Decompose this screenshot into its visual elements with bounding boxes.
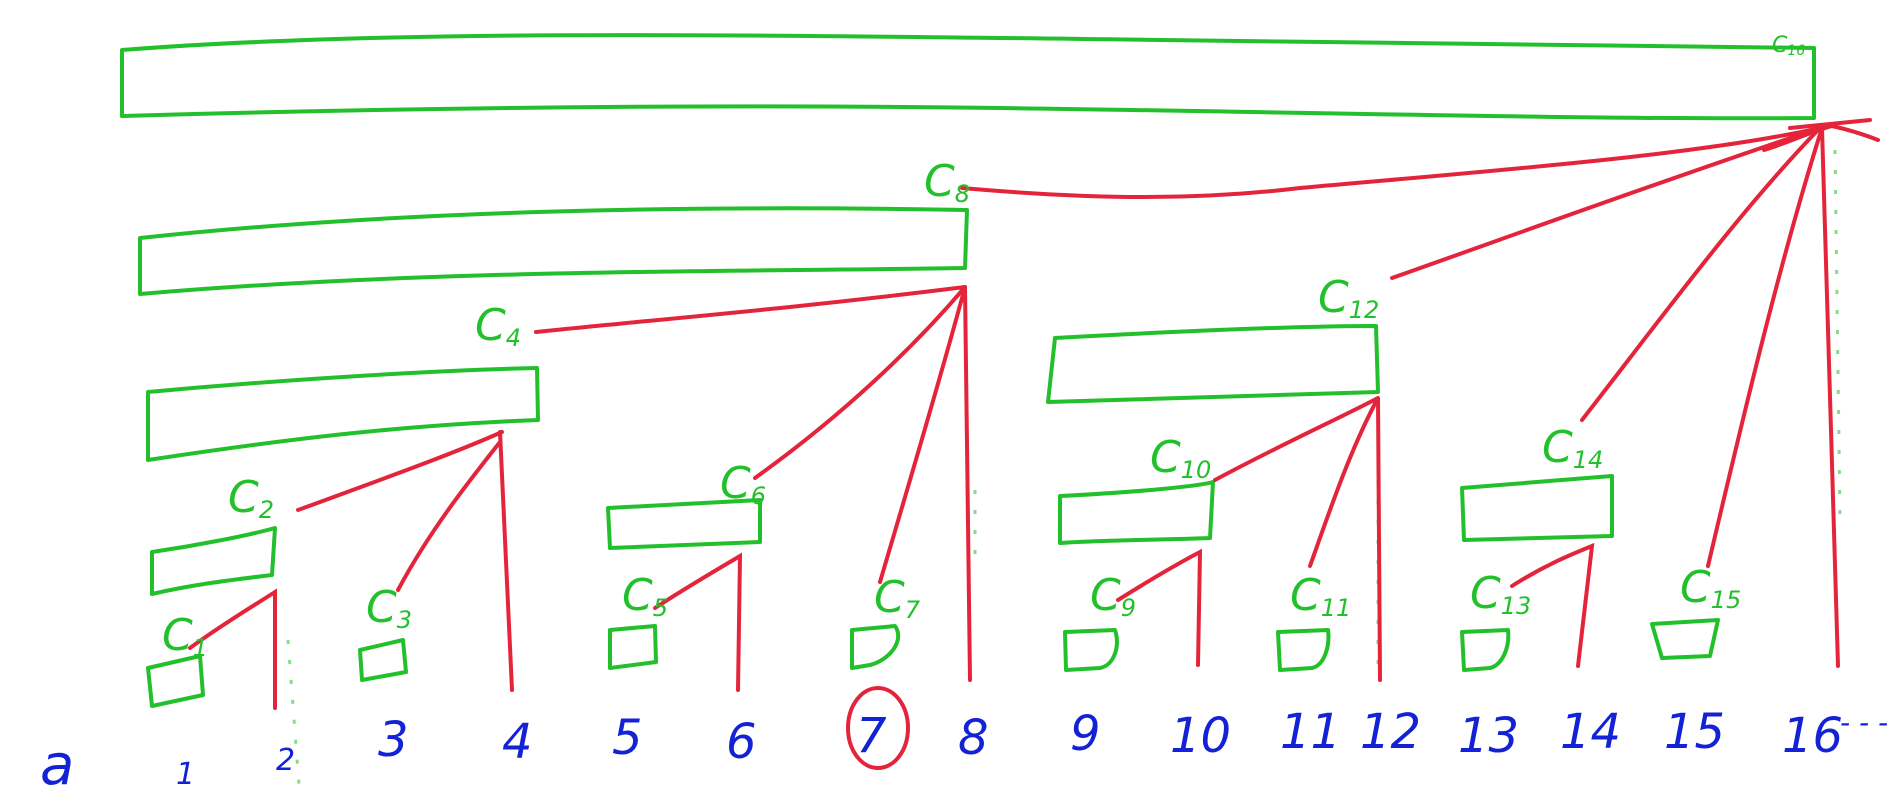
range-rect-c9: [1063, 628, 1119, 672]
range-rect-c15: [1650, 618, 1720, 660]
range-rect-c6: [606, 498, 762, 550]
link-14-16: [1580, 126, 1822, 422]
node-label-c14: C14: [1542, 422, 1603, 474]
node-label-c3: C3: [366, 582, 412, 634]
range-rect-c4: [146, 366, 540, 462]
link-5-6: [653, 552, 743, 692]
range-rect-c2: [150, 526, 277, 596]
range-rect-c7: [850, 624, 901, 670]
array-name: a: [40, 733, 74, 798]
array-trailing-dots: - - -: [1840, 706, 1888, 739]
node-label-c16: C16: [1772, 33, 1805, 59]
link-2-4: [296, 430, 504, 512]
range-rect-c11: [1276, 628, 1331, 672]
index-16: 16: [1782, 708, 1843, 764]
range-rect-c3: [358, 638, 408, 682]
range-rect-c14: [1460, 474, 1614, 542]
link-12-16: [1390, 126, 1822, 280]
array-row: a 1 2 3 4 5 6 7 8 9 10 11 12 13 14 15 16…: [40, 704, 1888, 798]
index-2: 2: [276, 743, 295, 778]
index-7: 7: [856, 708, 887, 764]
link-15-16: [1706, 126, 1824, 568]
index-14: 14: [1560, 704, 1621, 760]
node-label-c1: C1: [162, 610, 208, 662]
link-16-tail: [1762, 123, 1880, 152]
index-4: 4: [502, 714, 533, 770]
parent-links: [188, 118, 1880, 710]
index-3: 3: [378, 712, 409, 768]
node-label-c6: C6: [720, 458, 766, 510]
range-rect-c13: [1460, 628, 1511, 672]
node-label-c12: C12: [1318, 272, 1379, 324]
index-10: 10: [1170, 708, 1231, 764]
node-label-c4: C4: [475, 300, 521, 352]
node-label-c5: C5: [622, 570, 668, 622]
index-9: 9: [1070, 706, 1101, 762]
range-rect-c8: [138, 206, 969, 296]
highlight-circle-index-7: [846, 686, 910, 770]
index-8: 8: [958, 710, 989, 766]
link-7-8: [878, 286, 972, 682]
node-label-c13: C13: [1470, 568, 1531, 620]
range-rect-c16: [120, 33, 1816, 121]
node-label-c2: C2: [228, 472, 274, 524]
link-16-short: [1788, 118, 1872, 130]
node-label-c10: C10: [1150, 432, 1211, 484]
index-11: 11: [1280, 704, 1341, 760]
node-label-c9: C9: [1090, 570, 1136, 622]
link-3-4: [396, 440, 502, 592]
range-rect-c1: [146, 654, 205, 708]
index-1: 1: [176, 757, 195, 792]
index-5: 5: [612, 710, 643, 766]
link-10-12: [1213, 396, 1380, 482]
node-label-c8: C8: [924, 156, 970, 208]
link-11-12: [1308, 397, 1382, 682]
node-label-c11: C11: [1290, 570, 1351, 622]
index-6: 6: [726, 714, 757, 770]
link-9-10: [1116, 548, 1203, 667]
link-1-2: [188, 588, 277, 710]
link-4-down: [498, 430, 514, 692]
index-12: 12: [1360, 704, 1421, 760]
range-rect-c12: [1046, 324, 1380, 404]
range-rect-c5: [608, 624, 658, 670]
link-16-down: [1820, 126, 1840, 668]
link-13-14: [1510, 542, 1595, 668]
link-6-8: [753, 285, 967, 480]
node-label-c15: C15: [1680, 562, 1741, 614]
range-rect-c10: [1058, 480, 1215, 545]
index-13: 13: [1458, 708, 1519, 764]
link-8-16: [960, 126, 1822, 199]
range-rectangles: [120, 33, 1816, 708]
index-15: 15: [1664, 704, 1725, 760]
node-label-c7: C7: [874, 572, 921, 624]
node-labels: C1 C2 C3 C4 C5 C6 C7 C8 C9 C10 C11 C12 C…: [162, 33, 1805, 662]
guide-lines: [286, 149, 1842, 798]
link-4-8: [534, 285, 967, 334]
